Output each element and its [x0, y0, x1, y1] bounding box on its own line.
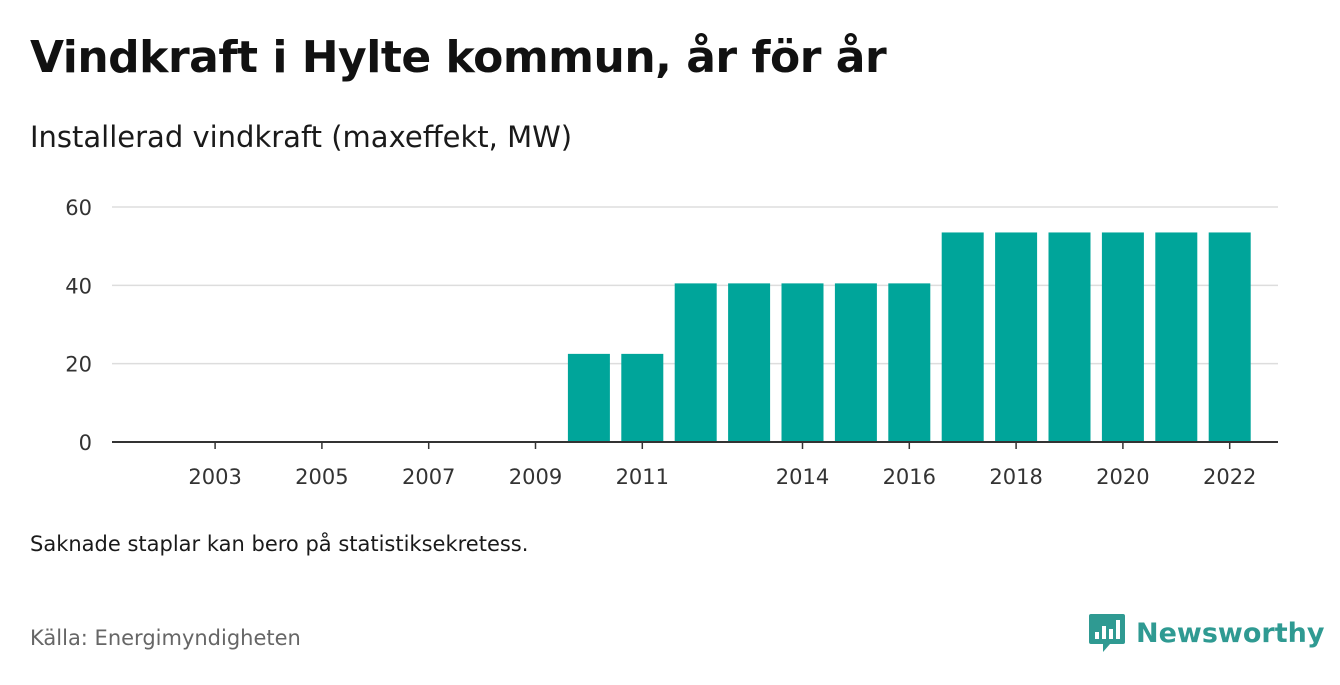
source-label: Källa: Energimyndigheten: [30, 626, 301, 650]
x-tick-label: 2003: [188, 465, 241, 489]
y-tick-label: 40: [65, 274, 92, 298]
bar-2011: [621, 353, 664, 442]
chart-title: Vindkraft i Hylte kommun, år för år: [30, 32, 887, 83]
y-tick-label: 0: [79, 431, 92, 455]
bar-2010: [567, 353, 610, 442]
x-tick-label: 2009: [509, 465, 562, 489]
newsworthy-logo-icon: [1089, 614, 1125, 652]
bar-2016: [888, 283, 931, 442]
brand-name: Newsworthy: [1136, 617, 1325, 649]
chart-subtitle: Installerad vindkraft (maxeffekt, MW): [30, 120, 573, 154]
x-tick-label: 2007: [402, 465, 455, 489]
bar-2019: [1048, 232, 1091, 442]
x-tick-label: 2018: [989, 465, 1042, 489]
x-tick-label: 2005: [295, 465, 348, 489]
x-tick-label: 2011: [616, 465, 669, 489]
axes: 0 20 40 60 2003 2005 2007 2009 2011 2014 2016 2018 2…: [65, 196, 1278, 489]
bar-2013: [728, 283, 771, 442]
y-tick-label: 20: [65, 353, 92, 377]
bar-2020: [1101, 232, 1144, 442]
x-tick-label: 2016: [883, 465, 936, 489]
y-tick-label: 60: [65, 196, 92, 220]
bar-2022: [1208, 232, 1251, 442]
brand-logo: Newsworthy: [1088, 612, 1324, 654]
x-tick-label: 2022: [1203, 465, 1256, 489]
x-tick-label: 2014: [776, 465, 829, 489]
x-tick-label: 2020: [1096, 465, 1149, 489]
bar-2017: [941, 232, 984, 442]
bar-chart: 0 20 40 60 2003 2005 2007 2009 2011 2014 2016 2018 2…: [65, 196, 1278, 489]
bar-2014: [781, 283, 824, 442]
bar-2018: [995, 232, 1038, 442]
bar-2021: [1155, 232, 1198, 442]
bars: [567, 232, 1251, 442]
bar-2012: [674, 283, 717, 442]
footnote: Saknade staplar kan bero på statistiksek…: [30, 532, 529, 556]
bar-2015: [834, 283, 877, 442]
